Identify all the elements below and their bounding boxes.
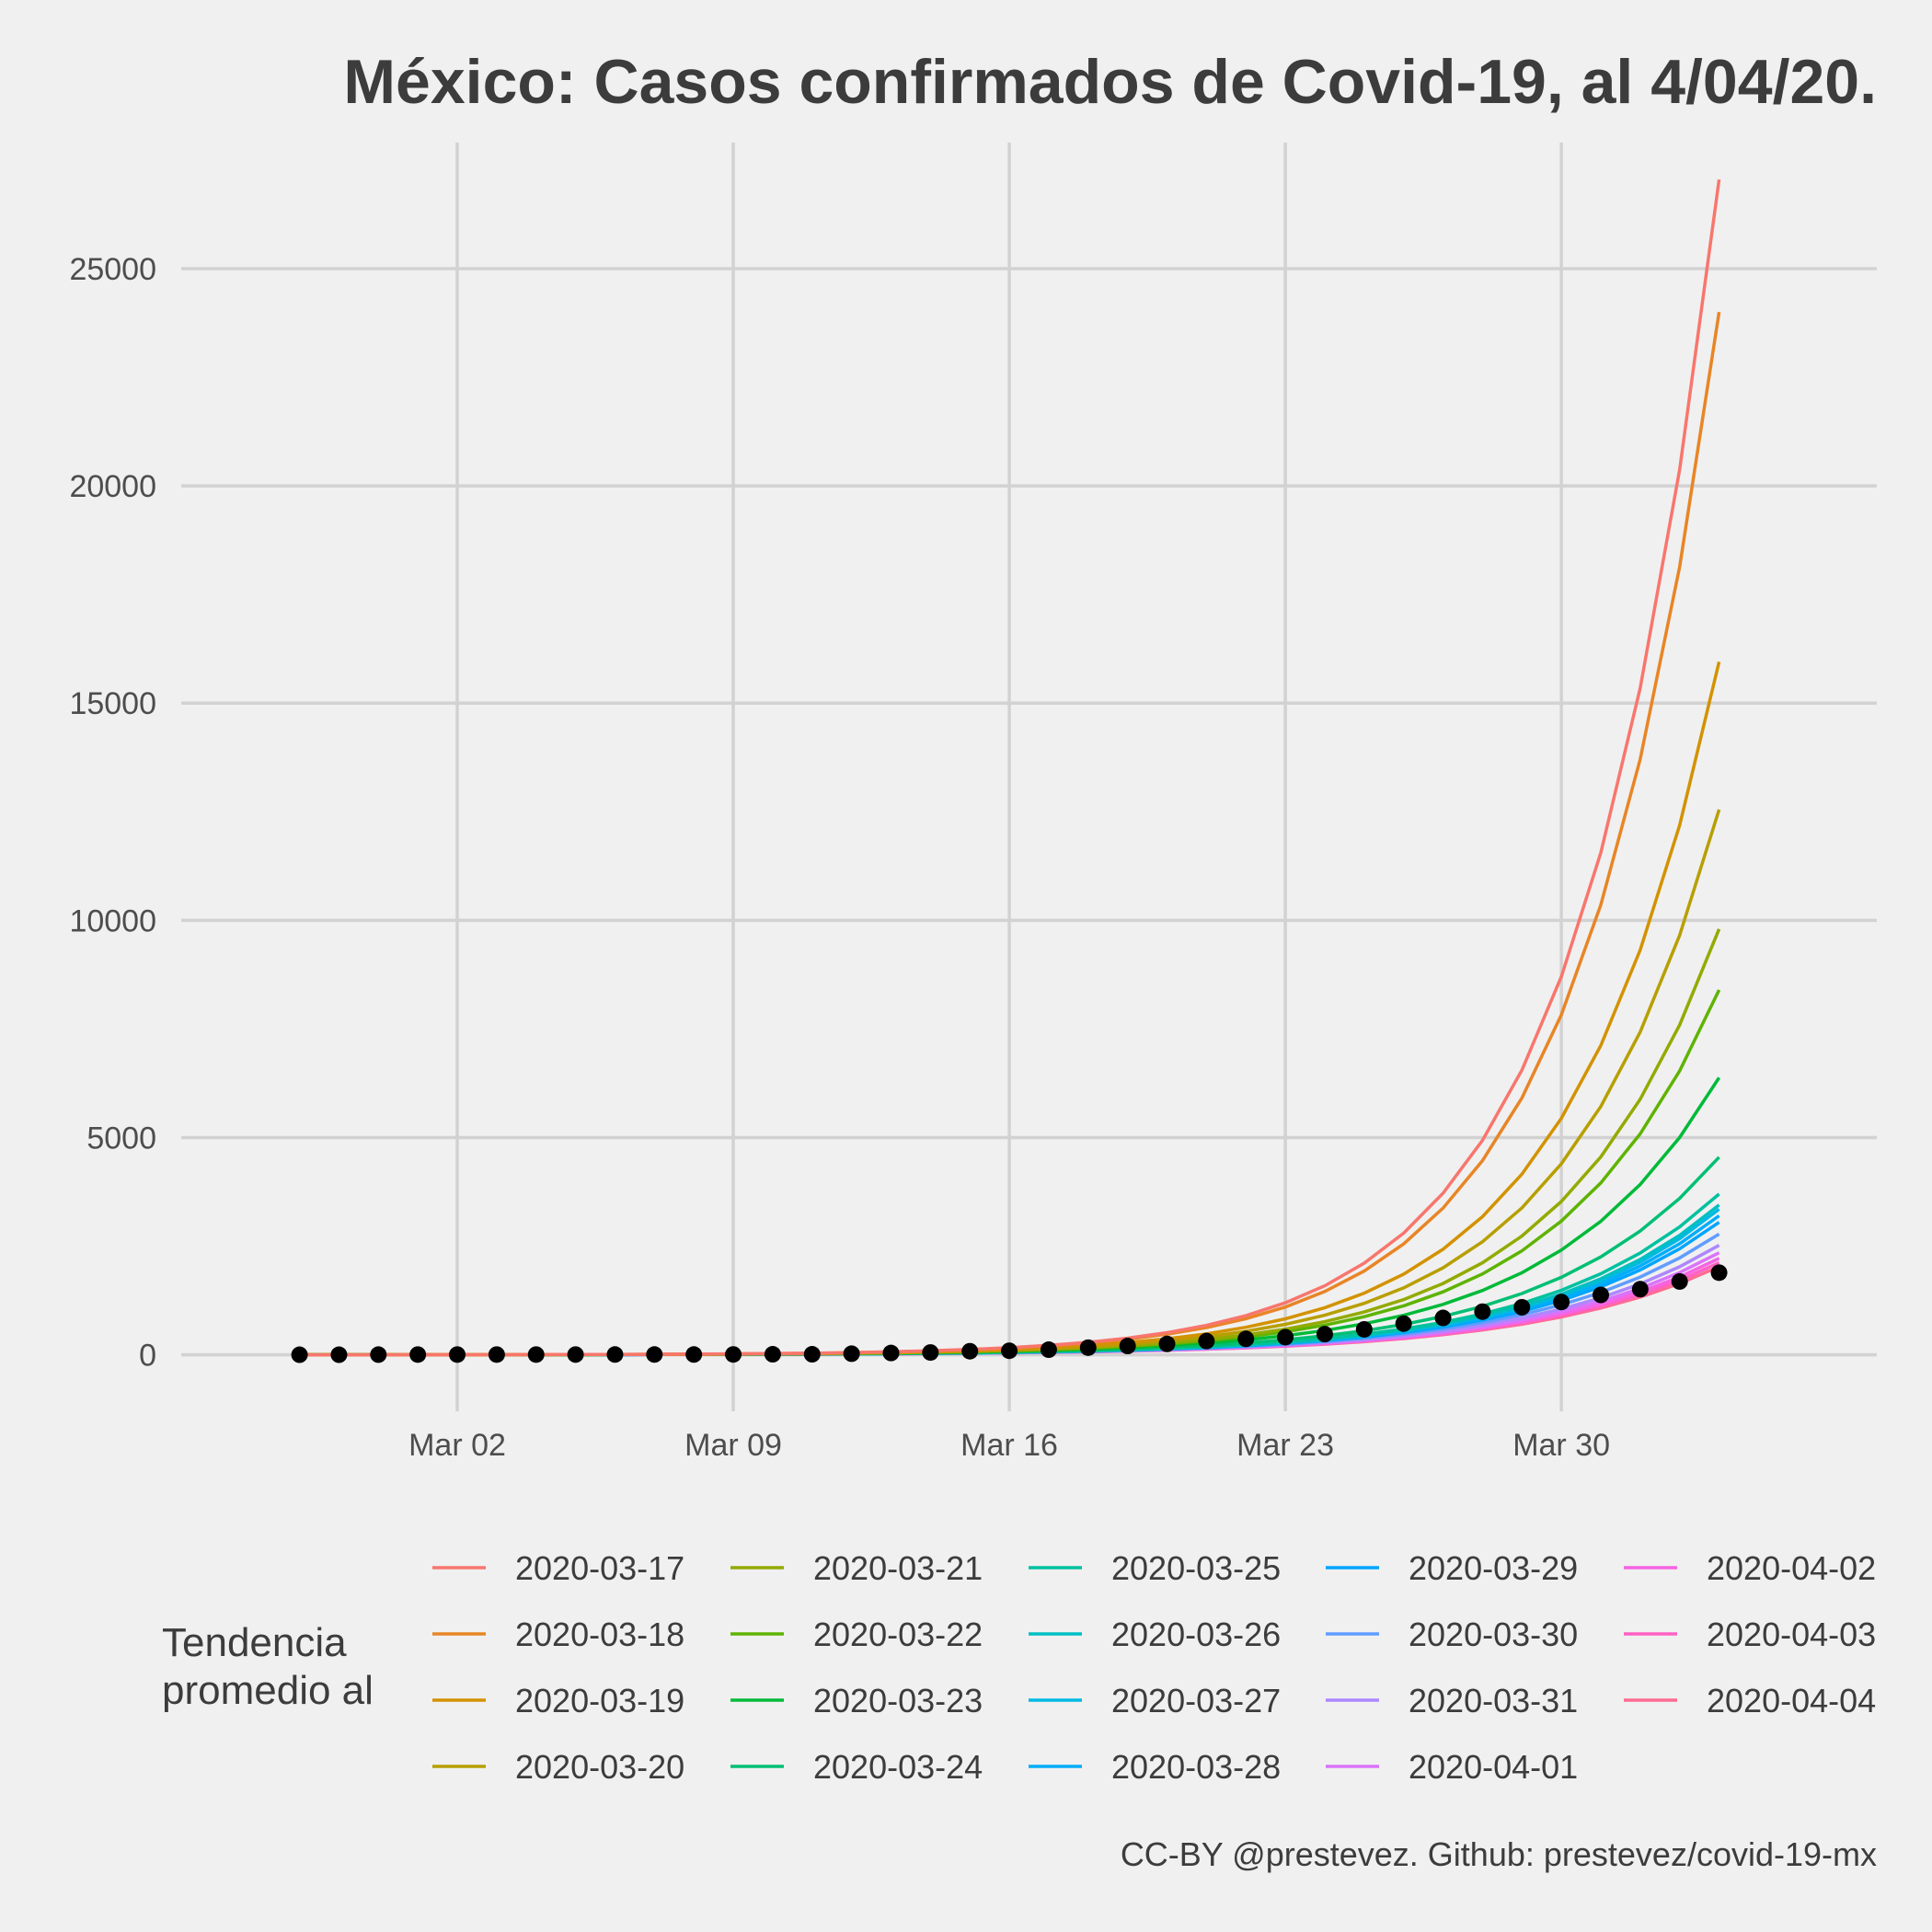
- x-tick-label: Mar 23: [1236, 1428, 1334, 1463]
- observed-point: [527, 1346, 545, 1363]
- legend-title-line2: promedio al: [162, 1668, 374, 1713]
- observed-point: [685, 1346, 703, 1363]
- observed-point: [1631, 1281, 1649, 1298]
- x-tick-label: Mar 30: [1512, 1428, 1610, 1463]
- legend-label-2020-03-25: 2020-03-25: [1111, 1549, 1281, 1587]
- observed-point: [1553, 1294, 1570, 1311]
- observed-point: [646, 1346, 663, 1363]
- legend-label-2020-03-19: 2020-03-19: [515, 1682, 684, 1719]
- observed-point: [606, 1346, 624, 1363]
- y-tick-label: 15000: [69, 686, 156, 721]
- x-tick-label: Mar 02: [408, 1428, 506, 1463]
- observed-point: [1119, 1338, 1136, 1355]
- observed-point: [725, 1346, 742, 1363]
- y-axis: 0 5000 10000 15000 20000 25000: [69, 252, 156, 1374]
- observed-point: [488, 1346, 505, 1363]
- legend-label-2020-03-17: 2020-03-17: [515, 1549, 684, 1587]
- observed-point: [843, 1345, 860, 1363]
- chart-title: México: Casos confirmados de Covid-19, a…: [343, 47, 1877, 117]
- observed-point: [1671, 1272, 1688, 1290]
- observed-point: [764, 1346, 781, 1363]
- observed-point: [1079, 1339, 1097, 1356]
- observed-point: [330, 1346, 348, 1363]
- observed-point: [961, 1342, 979, 1360]
- x-tick-label: Mar 09: [684, 1428, 782, 1463]
- observed-point: [1513, 1298, 1531, 1316]
- observed-point: [449, 1346, 466, 1363]
- legend-label-2020-04-03: 2020-04-03: [1707, 1616, 1876, 1653]
- grid-lines: [181, 143, 1877, 1411]
- legend-label-2020-03-27: 2020-03-27: [1111, 1682, 1281, 1719]
- x-tick-label: Mar 16: [960, 1428, 1058, 1463]
- legend-label-2020-03-29: 2020-03-29: [1409, 1549, 1578, 1587]
- x-axis: Mar 02 Mar 09 Mar 16 Mar 23 Mar 30: [408, 1428, 1610, 1463]
- legend-items: 2020-03-17 2020-03-18 2020-03-19 2020-03-20…: [432, 1549, 1876, 1786]
- observed-point: [370, 1346, 387, 1363]
- observed-point: [1474, 1303, 1491, 1320]
- legend-label-2020-03-23: 2020-03-23: [813, 1682, 983, 1719]
- legend-label-2020-03-30: 2020-03-30: [1409, 1616, 1578, 1653]
- observed-points: [291, 1264, 1728, 1363]
- observed-point: [1001, 1342, 1018, 1360]
- chart-caption: CC-BY @prestevez. Github: prestevez/covi…: [1121, 1835, 1877, 1873]
- observed-point: [1355, 1320, 1373, 1338]
- legend-label-2020-03-20: 2020-03-20: [515, 1748, 684, 1786]
- legend-title-line1: Tendencia: [162, 1620, 347, 1665]
- observed-point: [1158, 1335, 1176, 1352]
- observed-point: [1040, 1341, 1057, 1359]
- observed-point: [803, 1346, 821, 1363]
- observed-point: [1277, 1328, 1294, 1346]
- legend-label-2020-03-31: 2020-03-31: [1409, 1682, 1578, 1719]
- observed-point: [409, 1346, 427, 1363]
- observed-point: [1198, 1332, 1215, 1350]
- legend-label-2020-03-21: 2020-03-21: [813, 1549, 983, 1587]
- observed-point: [922, 1344, 939, 1362]
- observed-point: [1592, 1286, 1609, 1304]
- observed-point: [1316, 1326, 1333, 1343]
- legend-label-2020-03-22: 2020-03-22: [813, 1616, 983, 1653]
- y-tick-label: 5000: [86, 1121, 156, 1156]
- observed-point: [291, 1346, 308, 1363]
- y-tick-label: 25000: [69, 252, 156, 287]
- y-tick-label: 10000: [69, 903, 156, 938]
- observed-point: [1395, 1315, 1412, 1332]
- legend-label-2020-03-28: 2020-03-28: [1111, 1748, 1281, 1786]
- observed-point: [1434, 1309, 1452, 1327]
- legend-label-2020-04-02: 2020-04-02: [1707, 1549, 1876, 1587]
- observed-point: [1710, 1264, 1728, 1282]
- y-tick-label: 0: [139, 1339, 156, 1374]
- observed-point: [1237, 1330, 1255, 1348]
- legend-label-2020-03-24: 2020-03-24: [813, 1748, 983, 1786]
- y-tick-label: 20000: [69, 469, 156, 504]
- observed-point: [882, 1344, 900, 1362]
- legend-label-2020-04-04: 2020-04-04: [1707, 1682, 1876, 1719]
- legend-label-2020-04-01: 2020-04-01: [1409, 1748, 1578, 1786]
- legend-label-2020-03-26: 2020-03-26: [1111, 1616, 1281, 1653]
- observed-point: [567, 1346, 584, 1363]
- legend: Tendencia promedio al 2020-03-172020-03-…: [162, 1549, 1876, 1786]
- legend-label-2020-03-18: 2020-03-18: [515, 1616, 684, 1653]
